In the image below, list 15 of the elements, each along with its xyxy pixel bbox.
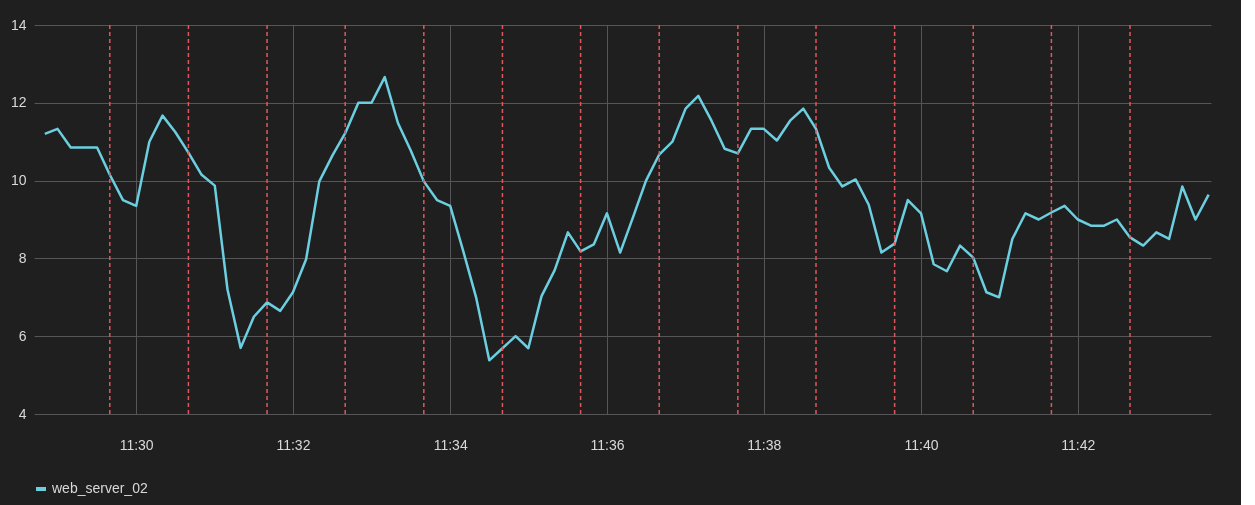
y-tick-label: 12 xyxy=(10,94,27,111)
x-tick-label: 11:38 xyxy=(747,436,782,453)
y-tick-label: 8 xyxy=(18,249,27,266)
x-tick-label: 11:42 xyxy=(1061,436,1096,453)
x-tick-label: 11:36 xyxy=(590,436,625,453)
x-tick-label: 11:30 xyxy=(119,436,154,453)
y-tick-label: 10 xyxy=(10,172,27,189)
x-tick-label: 11:32 xyxy=(276,436,311,453)
x-tick-label: 11:34 xyxy=(433,436,468,453)
line-series xyxy=(43,75,1210,362)
y-tick-label: 6 xyxy=(18,327,27,344)
legend-label: web_server_02 xyxy=(51,480,148,496)
x-tick-label: 11:40 xyxy=(904,436,939,453)
y-tick-label: 4 xyxy=(18,405,27,422)
y-tick-label: 14 xyxy=(10,16,27,33)
